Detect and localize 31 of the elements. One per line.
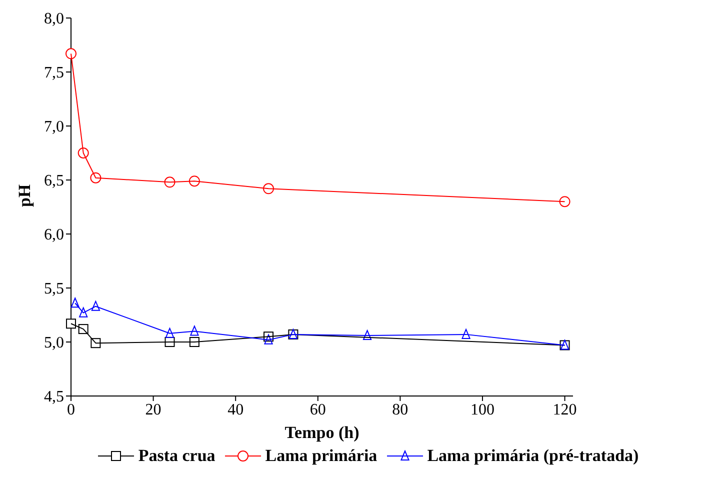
x-tick-label: 40: [228, 401, 244, 418]
x-axis-title: Tempo (h): [284, 423, 360, 442]
y-tick-label: 7,0: [44, 118, 64, 136]
x-tick-label: 80: [392, 401, 408, 418]
y-tick-label: 4,5: [44, 388, 64, 406]
point: [66, 318, 76, 329]
point: [79, 307, 88, 318]
y-tick-label: 6,0: [44, 226, 64, 244]
point: [66, 48, 76, 60]
point: [559, 196, 570, 208]
y-tick-label: 5,0: [44, 334, 64, 352]
point: [264, 334, 273, 344]
x-tick-label: 0: [67, 401, 75, 418]
x-tick-label: 60: [310, 401, 326, 418]
point: [91, 300, 100, 311]
y-axis-title: pH: [15, 184, 34, 207]
legend-label: Lama primária: [264, 446, 378, 466]
y-tick-label: 5,5: [44, 280, 64, 298]
point: [362, 330, 372, 340]
legend-label: Pasta crua: [137, 446, 216, 466]
point: [165, 328, 174, 338]
point: [70, 298, 80, 308]
y-tick-label: 7,5: [44, 64, 64, 82]
legend-label: Lama primária (pré-tratada): [426, 446, 639, 466]
x-tick-label: 100: [470, 401, 494, 418]
y-tick-label: 6,5: [44, 172, 64, 190]
x-tick-label: 120: [552, 401, 577, 418]
point: [190, 326, 199, 336]
point: [462, 328, 470, 339]
y-tick-label: 8,0: [44, 10, 64, 28]
x-tick-label: 20: [145, 401, 162, 418]
